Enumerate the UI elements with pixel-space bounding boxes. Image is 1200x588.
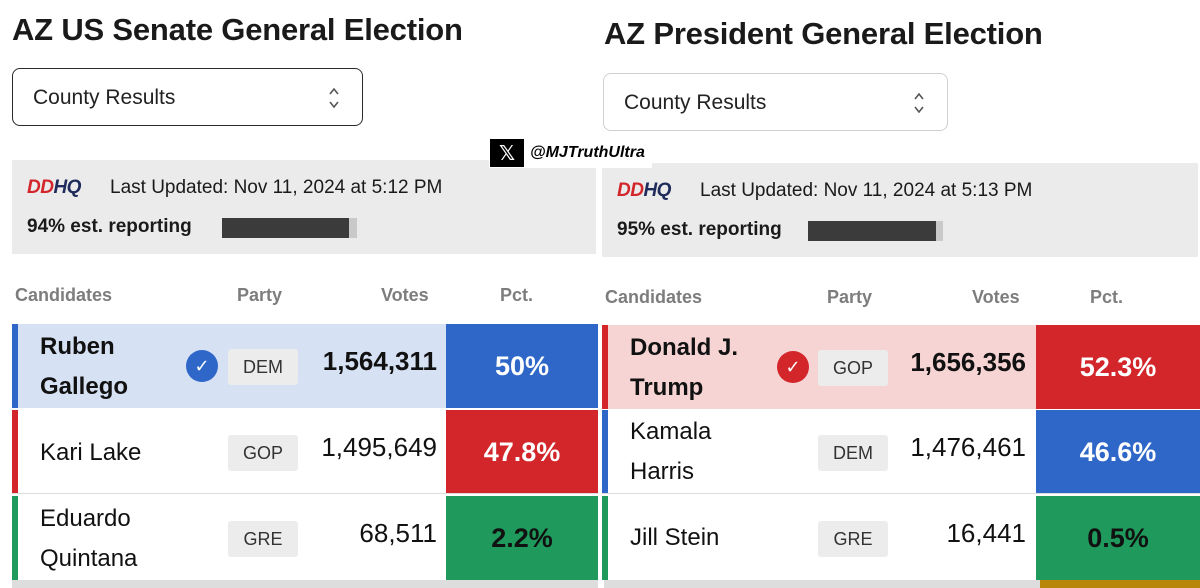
header-votes: Votes (381, 285, 429, 305)
senate-title: AZ US Senate General Election (12, 12, 463, 47)
president-select-value: County Results (624, 91, 767, 114)
reporting-progress-bar (222, 218, 357, 238)
header-candidates: Candidates (605, 287, 703, 307)
vote-percentage: 47.8% (446, 410, 598, 494)
senate-select-value: County Results (33, 86, 176, 109)
header-pct: Pct. (500, 285, 534, 305)
vote-percentage: 46.6% (1036, 410, 1200, 494)
table-row: Donald J. Trump ✓ GOP 1,656,356 52.3% (602, 325, 1200, 409)
table-row: Kamala Harris DEM 1,476,461 46.6% (602, 410, 1200, 494)
president-results-select[interactable]: County Results (603, 73, 948, 131)
vote-count: 1,476,461 (910, 432, 1026, 462)
vote-percentage: 2.2% (446, 496, 598, 580)
party-badge: GOP (818, 350, 888, 386)
vote-percentage: 52.3% (1036, 325, 1200, 409)
candidate-name: Jill Stein (630, 524, 720, 551)
table-row: Eduardo Quintana GRE 68,511 2.2% (12, 496, 598, 580)
vote-count: 16,441 (946, 518, 1026, 548)
candidate-name: Donald J. Trump (630, 334, 739, 401)
x-handle-watermark: 𝕏 @MJTruthUltra (489, 138, 652, 168)
senate-status-box: DDHQ Last Updated: Nov 11, 2024 at 5:12 … (12, 160, 596, 254)
winner-check-icon: ✓ (777, 351, 809, 383)
vote-count: 1,495,649 (321, 432, 437, 462)
header-pct: Pct. (1090, 287, 1124, 307)
vote-count: 1,656,356 (910, 347, 1026, 377)
vote-count: 68,511 (359, 518, 437, 548)
party-badge: GOP (228, 435, 298, 471)
president-title: AZ President General Election (604, 16, 1043, 51)
candidate-name: Ruben Gallego (40, 333, 129, 400)
candidate-name: Kari Lake (40, 439, 142, 466)
candidate-name: Eduardo Quintana (40, 505, 138, 572)
president-status-box: DDHQ Last Updated: Nov 11, 2024 at 5:13 … (602, 163, 1198, 257)
header-candidates: Candidates (15, 285, 113, 305)
last-updated: Last Updated: Nov 11, 2024 at 5:12 PM (110, 177, 443, 198)
party-badge: DEM (228, 349, 298, 385)
ddhq-logo: DDHQ (27, 177, 81, 198)
vote-percentage: 0.5% (1036, 496, 1200, 580)
table-row: Jill Stein GRE 16,441 0.5% (602, 496, 1200, 580)
x-logo-icon: 𝕏 (490, 139, 524, 167)
party-badge: GRE (818, 521, 888, 557)
president-panel: AZ President General Election County Res… (600, 0, 1200, 588)
header-votes: Votes (972, 287, 1020, 307)
reporting-text: 95% est. reporting (617, 219, 782, 240)
party-badge: GRE (228, 521, 298, 557)
chevron-updown-icon (329, 87, 339, 109)
ddhq-logo: DDHQ (617, 180, 671, 201)
watermark-handle: @MJTruthUltra (524, 139, 651, 167)
table-row: Kari Lake GOP 1,495,649 47.8% (12, 410, 598, 494)
senate-panel: AZ US Senate General Election County Res… (0, 0, 598, 588)
header-party: Party (237, 285, 283, 305)
vote-count: 1,564,311 (322, 346, 437, 376)
chevron-updown-icon (914, 92, 924, 114)
vote-percentage: 50% (446, 324, 598, 408)
header-party: Party (827, 287, 873, 307)
reporting-text: 94% est. reporting (27, 216, 192, 237)
candidate-name: Kamala Harris (630, 418, 712, 485)
party-badge: DEM (818, 435, 888, 471)
winner-check-icon: ✓ (186, 350, 218, 382)
senate-results-select[interactable]: County Results (12, 68, 363, 126)
reporting-progress-bar (808, 221, 943, 241)
last-updated: Last Updated: Nov 11, 2024 at 5:13 PM (700, 180, 1033, 201)
next-row-edge (12, 580, 598, 588)
table-row: Ruben Gallego ✓ DEM 1,564,311 50% (12, 324, 598, 408)
next-row-edge (604, 580, 1200, 588)
